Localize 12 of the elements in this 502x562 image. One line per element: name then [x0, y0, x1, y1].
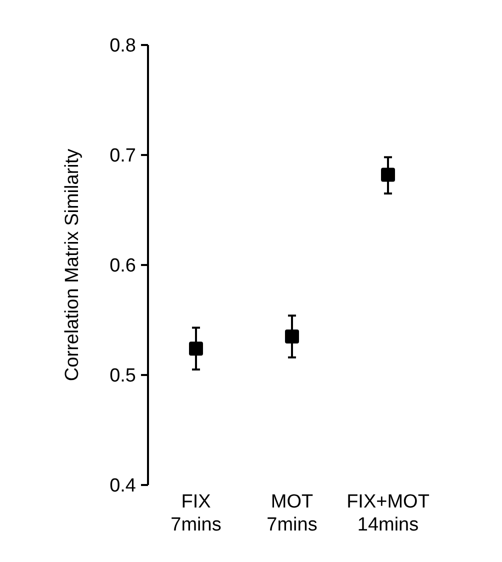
x-tick-label: FIX+MOT 14mins — [346, 492, 430, 536]
point — [381, 168, 395, 182]
y-tick-label: 0.5 — [110, 366, 136, 387]
y-tick-label: 0.6 — [110, 256, 136, 277]
y-axis-title: Correlation Matrix Similarity — [62, 148, 83, 382]
x-tick-label: FIX 7mins — [170, 492, 222, 536]
point — [189, 342, 203, 356]
y-tick-label: 0.4 — [110, 476, 136, 497]
point — [285, 330, 299, 344]
y-tick-label: 0.7 — [110, 146, 136, 167]
x-tick-label: MOT 7mins — [266, 492, 318, 536]
y-tick-label: 0.8 — [110, 36, 136, 57]
